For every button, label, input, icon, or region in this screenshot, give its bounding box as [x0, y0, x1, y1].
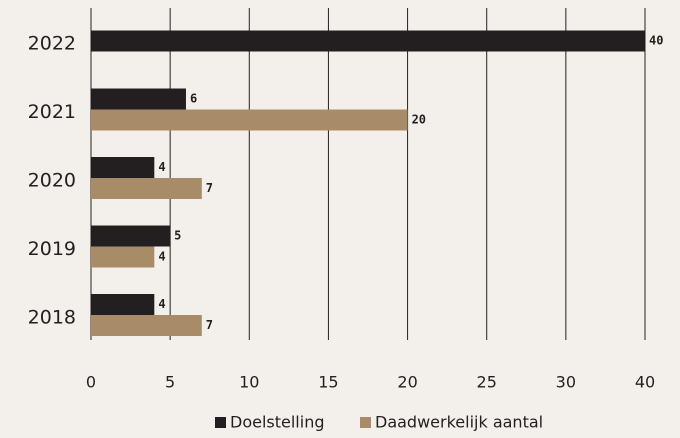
y-tick-label: 2020: [28, 170, 76, 192]
y-tick-label: 2018: [28, 307, 76, 329]
legend-label: Daadwerkelijk aantal: [375, 413, 543, 432]
bar: [91, 157, 155, 178]
value-label: 6: [190, 92, 197, 106]
value-label: 7: [206, 318, 213, 332]
y-tick-label: 2021: [28, 101, 76, 123]
legend-label: Doelstelling: [230, 413, 324, 432]
y-tick-label: 2022: [28, 33, 76, 55]
bar: [91, 109, 408, 131]
x-tick-label: 30: [556, 373, 576, 392]
x-tick-label: 5: [165, 373, 175, 392]
bar: [91, 30, 645, 52]
value-label: 40: [649, 34, 663, 48]
value-label: 4: [158, 297, 165, 311]
x-tick-label: 40: [635, 373, 655, 392]
bar: [91, 294, 155, 315]
bar: [91, 246, 155, 268]
value-label: 4: [158, 250, 165, 264]
x-tick-label: 25: [477, 373, 497, 392]
value-label: 20: [412, 113, 426, 127]
legend-swatch: [215, 417, 226, 428]
bar: [91, 178, 202, 199]
value-label: 4: [158, 160, 165, 174]
value-label: 5: [174, 229, 181, 243]
legend-swatch: [360, 417, 371, 428]
bar: [91, 315, 202, 336]
y-tick-label: 2019: [28, 238, 76, 260]
value-label: 7: [206, 181, 213, 195]
x-tick-label: 10: [239, 373, 259, 392]
bar: [91, 225, 171, 247]
x-tick-label: 0: [86, 373, 96, 392]
x-tick-label: 20: [397, 373, 417, 392]
bar: [91, 88, 186, 110]
x-tick-label: 15: [318, 373, 338, 392]
